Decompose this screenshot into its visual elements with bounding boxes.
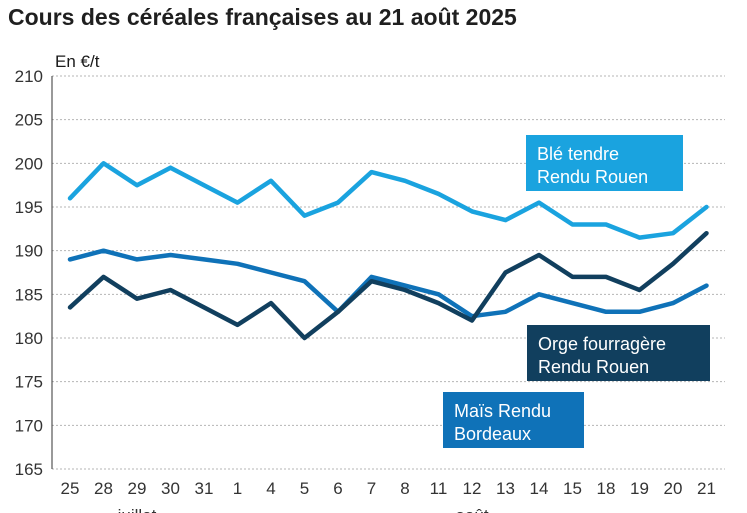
y-tick-label: 195	[15, 198, 43, 217]
x-tick-label: 7	[367, 479, 376, 498]
x-tick-label: 4	[266, 479, 275, 498]
x-tick-label: 15	[563, 479, 582, 498]
x-tick-label: 18	[597, 479, 616, 498]
legend-label: Orge fourragère	[538, 334, 666, 354]
x-month-label: août	[455, 506, 488, 513]
y-tick-label: 175	[15, 373, 43, 392]
x-tick-label: 1	[233, 479, 242, 498]
series-layer	[67, 161, 709, 341]
series-line	[67, 230, 709, 341]
legend-label: Rendu Rouen	[537, 167, 648, 187]
legend-label: Blé tendre	[537, 144, 619, 164]
x-tick-label: 21	[697, 479, 716, 498]
y-tick-label: 165	[15, 460, 43, 479]
x-tick-label: 30	[161, 479, 180, 498]
y-tick-label: 185	[15, 285, 43, 304]
x-tick-label: 20	[664, 479, 683, 498]
x-tick-label: 6	[333, 479, 342, 498]
y-tick-label: 190	[15, 242, 43, 261]
x-tick-label: 12	[463, 479, 482, 498]
x-tick-label: 25	[61, 479, 80, 498]
y-tick-label: 170	[15, 416, 43, 435]
x-tick-label: 19	[630, 479, 649, 498]
y-tick-label: 180	[15, 329, 43, 348]
y-tick-label: 200	[15, 154, 43, 173]
x-tick-label: 11	[430, 479, 448, 498]
grid-layer	[52, 75, 725, 470]
x-month-label: juillet	[117, 506, 157, 513]
y-tick-label: 205	[15, 111, 43, 130]
chart-title: Cours des céréales françaises au 21 août…	[8, 4, 517, 30]
legend-label: Maïs Rendu	[454, 401, 551, 421]
x-tick-label: 29	[128, 479, 147, 498]
y-axis-unit-label: En €/t	[55, 52, 100, 71]
x-tick-label: 28	[94, 479, 113, 498]
x-tick-label: 8	[400, 479, 409, 498]
series-line	[67, 161, 709, 240]
legend-label: Rendu Rouen	[538, 357, 649, 377]
y-tick-label: 210	[15, 67, 43, 86]
series-line	[67, 248, 709, 319]
legend-box	[443, 392, 584, 448]
x-tick-label: 5	[300, 479, 309, 498]
legend-layer: Blé tendre Rendu Rouen Maïs Rendu Bordeaux O…	[443, 135, 710, 448]
legend-box	[527, 325, 710, 381]
legend-label: Bordeaux	[454, 424, 531, 444]
x-tick-label: 13	[496, 479, 515, 498]
legend-box	[526, 135, 683, 191]
x-tick-label: 14	[530, 479, 549, 498]
x-tick-label: 31	[195, 479, 214, 498]
